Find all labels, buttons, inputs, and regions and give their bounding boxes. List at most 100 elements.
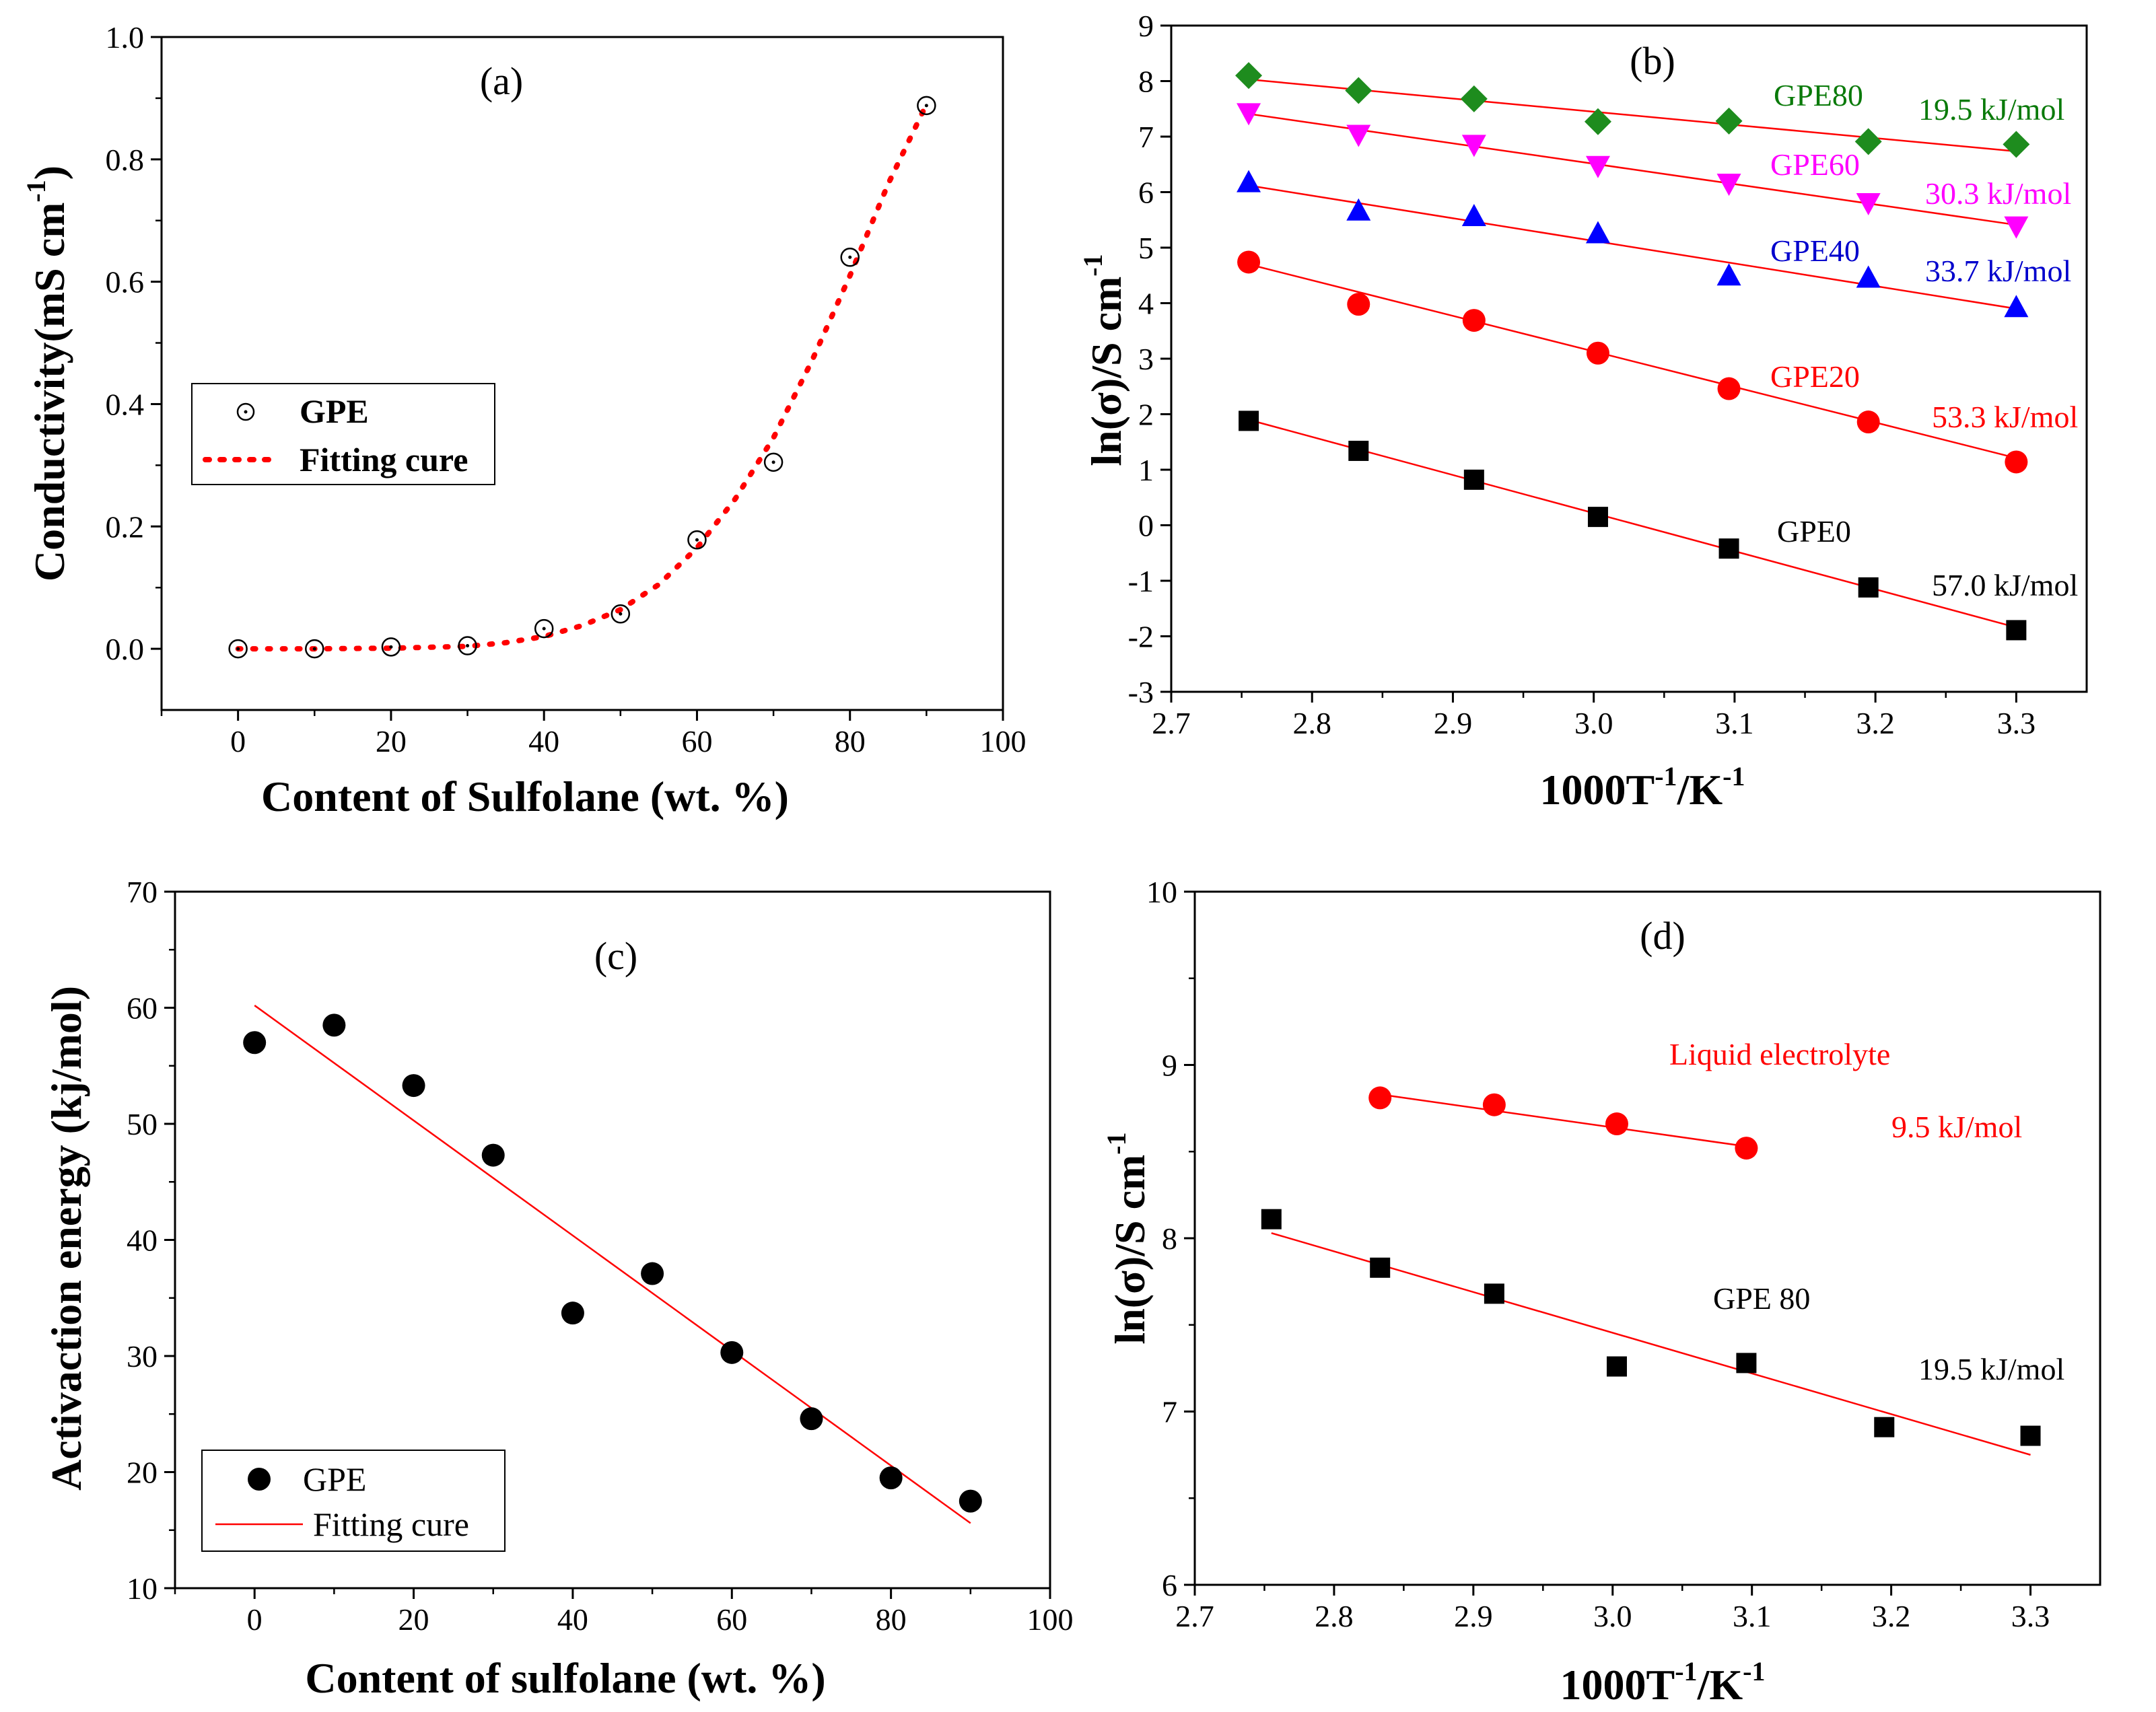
x-axis-title-b-sup2: -1 (1723, 761, 1745, 791)
y-tick-label: 20 (127, 1456, 158, 1490)
data-point-gpe40 (1716, 263, 1741, 286)
data-point-gpe60 (1585, 155, 1610, 178)
x-tick-label: 2.7 (1175, 1599, 1214, 1633)
x-tick-label: 80 (835, 724, 866, 758)
x-tick-label: 2.9 (1454, 1599, 1493, 1633)
data-point-liquid-electrolyte (1605, 1112, 1628, 1136)
x-tick-label: 20 (398, 1602, 429, 1637)
x-axis-title-b: 1000T-1/K-1 (1540, 761, 1745, 814)
label-gpe0: GPE0 (1777, 514, 1851, 548)
data-point-gpe80 (1460, 85, 1488, 112)
data-point-gpe60 (1856, 193, 1881, 215)
data-point-gpe20 (1462, 309, 1486, 332)
x-axis-title-d-sup: -1 (1675, 1656, 1697, 1686)
data-point-gpe-c (561, 1301, 584, 1325)
y-tick-label: 7 (1162, 1395, 1177, 1429)
y-tick-label: 6 (1162, 1568, 1177, 1602)
axes-a: 0 20 40 60 80 100 0.0 0.2 0.4 0.6 0.8 1.0 (106, 20, 1027, 758)
data-point-gpe0 (1587, 507, 1608, 528)
data-point-gpe-80 (1736, 1353, 1757, 1374)
data-point-gpe-c (243, 1031, 267, 1055)
data-point-gpe-dot (236, 647, 240, 651)
panel-c: 0 20 40 60 80 100 10 20 30 40 50 60 70 (c) GPE Fitti… (42, 875, 1074, 1702)
x-axis-title-d-sup2: -1 (1743, 1656, 1765, 1686)
y-tick-label: -3 (1128, 675, 1154, 709)
axes-c: 0 20 40 60 80 100 10 20 30 40 50 60 70 (127, 875, 1074, 1637)
y-tick-label: 0.0 (106, 632, 145, 666)
data-points-d (1261, 1086, 2041, 1446)
y-tick-label: 10 (127, 1571, 158, 1606)
y-axis-title-d: ln(σ)/S cm-1 (1101, 1132, 1154, 1344)
data-point-gpe-dot (848, 255, 852, 259)
data-point-gpe (458, 636, 477, 655)
y-axis-title-b-sup: -1 (1078, 254, 1108, 276)
x-tick-label: 60 (681, 724, 712, 758)
data-point-gpe20 (1237, 250, 1261, 274)
data-points-c (243, 1013, 982, 1513)
data-point-gpe (381, 637, 401, 657)
data-point-gpe-dot (619, 612, 623, 616)
data-point-gpe-80 (2020, 1425, 2041, 1446)
data-point-gpe-dot (466, 644, 470, 648)
x-tick-label: 40 (528, 724, 559, 758)
label-gpe-80: GPE 80 (1713, 1281, 1810, 1316)
axes-b: 2.7 2.8 2.9 3.0 3.1 3.2 3.3 -3 -2 -1 0 1 2 3 4 5 6 7 8 9 (1128, 9, 2036, 740)
legend-marker-gpe-c (248, 1468, 271, 1491)
x-axis-title-b-tail: /K (1677, 766, 1723, 814)
y-axis-title-d-sup: -1 (1101, 1132, 1132, 1154)
x-tick-label: 40 (557, 1602, 588, 1637)
plot-frame-a (160, 36, 1004, 711)
data-point-gpe-80 (1606, 1356, 1627, 1377)
data-point-gpe20 (2005, 450, 2028, 474)
data-point-gpe60 (2004, 216, 2029, 239)
data-point-liquid-electrolyte (1482, 1093, 1506, 1116)
data-point-gpe60 (1716, 174, 1741, 197)
y-tick-label: -1 (1128, 564, 1154, 598)
energy-gpe20: 53.3 kJ/mol (1932, 400, 2078, 434)
y-tick-label: 0.4 (106, 387, 145, 421)
data-point-gpe60 (1461, 135, 1486, 157)
energy-gpe80: 19.5 kJ/mol (1918, 92, 2064, 127)
legend-label-gpe-c: GPE (303, 1460, 366, 1498)
energy-gpe60: 30.3 kJ/mol (1925, 176, 2071, 211)
x-axis-title-d: 1000T-1/K-1 (1560, 1656, 1766, 1709)
data-point-gpe80 (1235, 62, 1263, 90)
panel-label-c: (c) (594, 934, 637, 978)
legend-label-gpe: GPE (300, 392, 369, 430)
data-points-b (1235, 62, 2030, 641)
x-axis-title-d-tail: /K (1697, 1661, 1743, 1709)
y-tick-label: 0.6 (106, 265, 145, 299)
y-tick-label: 9 (1138, 9, 1154, 43)
data-point-gpe-80 (1261, 1209, 1282, 1229)
data-point-gpe80 (1715, 107, 1743, 135)
x-axis-title-b-sup: -1 (1655, 761, 1677, 791)
data-point-gpe-c (481, 1143, 505, 1167)
y-axis-title-d-main: ln(σ)/S cm (1106, 1155, 1154, 1345)
x-tick-label: 3.3 (1997, 706, 2036, 740)
label-liquid-electrolyte: Liquid electrolyte (1669, 1037, 1890, 1071)
legend-label-fit: Fitting cure (300, 441, 468, 478)
data-point-gpe (687, 530, 707, 550)
energy-gpe-80: 19.5 kJ/mol (1918, 1352, 2064, 1386)
data-point-gpe (534, 618, 554, 639)
panel-b: 2.7 2.8 2.9 3.0 3.1 3.2 3.3 -3 -2 -1 0 1 2 3 4 5 6 7 8 9 (b… (1078, 9, 2088, 814)
data-point-gpe80 (1345, 77, 1372, 104)
data-point-gpe (611, 604, 631, 624)
y-axis-title-a-sup: -1 (21, 180, 51, 202)
legend-marker-gpe (236, 402, 255, 421)
data-point-gpe-c (879, 1466, 903, 1490)
data-point-liquid-electrolyte (1735, 1137, 1758, 1160)
y-tick-label: 0.2 (106, 509, 145, 544)
plot-frame-d (1193, 890, 2101, 1586)
y-axis-title-a-main: Conductivity(mS cm (26, 203, 73, 582)
data-point-gpe-c (641, 1262, 664, 1285)
y-tick-label: 5 (1138, 231, 1154, 265)
y-tick-label: 7 (1138, 120, 1154, 154)
data-point-gpe-80 (1484, 1283, 1504, 1304)
y-tick-label: 2 (1138, 398, 1154, 432)
data-point-gpe (305, 639, 324, 659)
data-point-gpe-c (322, 1013, 346, 1037)
y-tick-label: 8 (1162, 1221, 1177, 1256)
panel-d: 2.7 2.8 2.9 3.0 3.1 3.2 3.3 6 7 8 9 10 (d) Liquid e… (1101, 875, 2101, 1709)
data-point-gpe60 (1346, 124, 1371, 147)
